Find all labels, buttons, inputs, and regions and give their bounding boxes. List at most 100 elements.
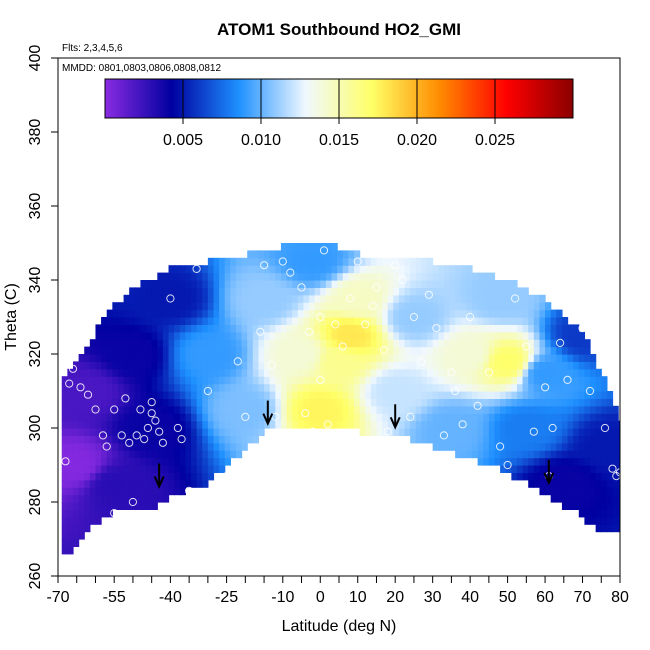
heatmap-cell: [460, 324, 467, 333]
heatmap-cell: [561, 376, 569, 385]
heatmap-cell: [443, 361, 451, 370]
heatmap-cell: [404, 368, 411, 377]
heatmap-cell: [67, 539, 74, 547]
heatmap-cell: [578, 435, 586, 444]
heatmap-cell: [286, 302, 293, 311]
heatmap-cell: [275, 265, 282, 274]
heatmap-cell: [224, 280, 231, 288]
heatmap-cell: [353, 272, 361, 281]
heatmap-cell: [101, 324, 108, 333]
heatmap-cell: [89, 479, 97, 488]
heatmap-cell: [415, 280, 423, 288]
heatmap-cell: [235, 442, 243, 451]
heatmap-cell: [146, 472, 153, 481]
heatmap-cell: [280, 280, 288, 288]
heatmap-cell: [162, 331, 170, 340]
heatmap-cell: [472, 376, 479, 385]
heatmap-cell: [151, 309, 158, 318]
heatmap-cell: [443, 368, 451, 377]
heatmap-cell: [578, 368, 586, 377]
heatmap-cell: [84, 383, 91, 392]
heatmap-cell: [393, 346, 400, 355]
heatmap-cell: [117, 479, 125, 488]
heatmap-cell: [500, 324, 507, 333]
heatmap-cell: [219, 294, 226, 303]
heatmap-cell: [106, 479, 113, 488]
heatmap-cell: [258, 339, 265, 348]
heatmap-cell: [168, 450, 175, 459]
heatmap-cell: [84, 361, 91, 370]
heatmap-cell: [219, 346, 226, 355]
x-tick-label: 60: [536, 589, 554, 606]
heatmap-cell: [196, 472, 203, 481]
heatmap-cell: [213, 339, 220, 348]
heatmap-cell: [286, 280, 293, 288]
heatmap-cell: [494, 398, 501, 407]
heatmap-cell: [516, 302, 524, 311]
heatmap-cell: [550, 339, 557, 348]
heatmap-cell: [342, 331, 349, 340]
heatmap-cell: [314, 405, 321, 414]
observation-point: [173, 423, 182, 433]
heatmap-cell: [365, 324, 372, 333]
heatmap-cell: [556, 324, 563, 333]
observation-point: [473, 401, 482, 410]
heatmap-cell: [528, 457, 535, 466]
heatmap-cell: [494, 420, 501, 429]
heatmap-cell: [61, 383, 68, 392]
heatmap-cell: [280, 243, 288, 251]
heatmap-cell: [443, 354, 451, 362]
heatmap-cell: [258, 420, 265, 429]
heatmap-cell: [488, 361, 496, 370]
heatmap-cell: [140, 346, 147, 355]
heatmap-cell: [472, 302, 479, 311]
heatmap-cell: [134, 354, 142, 362]
heatmap-cell: [590, 420, 597, 429]
heatmap-cell: [78, 368, 85, 377]
heatmap-cell: [449, 442, 456, 451]
heatmap-cell: [179, 405, 186, 414]
heatmap-cell: [573, 502, 580, 510]
heatmap-cell: [72, 368, 80, 377]
heatmap-cell: [539, 465, 546, 473]
heatmap-cell: [398, 376, 406, 385]
heatmap-cell: [488, 346, 496, 355]
heatmap-cell: [112, 398, 119, 407]
heatmap-cell: [280, 309, 288, 318]
heatmap-cell: [376, 391, 383, 399]
heatmap-cell: [522, 294, 529, 303]
heatmap-cell: [511, 309, 518, 318]
heatmap-cell: [247, 398, 254, 407]
heatmap-cell: [174, 391, 181, 399]
heatmap-cell: [612, 457, 619, 466]
heatmap-cell: [303, 317, 310, 325]
heatmap-cell: [561, 317, 569, 325]
heatmap-cell: [556, 472, 563, 481]
heatmap-cell: [140, 383, 147, 392]
heatmap-cell: [595, 472, 602, 481]
heatmap-cell: [168, 272, 175, 281]
heatmap-cell: [331, 272, 338, 281]
heatmap-cell: [404, 339, 411, 348]
y-axis-label: Theta (C): [3, 283, 20, 351]
x-axis-label: Latitude (deg N): [282, 618, 397, 635]
heatmap-cell: [539, 420, 546, 429]
heatmap-cell: [382, 428, 389, 436]
heatmap-cell: [398, 302, 406, 311]
heatmap-cell: [235, 287, 243, 296]
heatmap-cell: [427, 309, 434, 318]
heatmap-cell: [590, 494, 597, 503]
heatmap-cell: [89, 354, 97, 362]
heatmap-cell: [550, 376, 557, 385]
heatmap-cell: [483, 346, 490, 355]
heatmap-cell: [427, 280, 434, 288]
heatmap-cell: [241, 294, 248, 303]
heatmap-cell: [404, 354, 411, 362]
heatmap-cell: [387, 265, 394, 274]
heatmap-cell: [528, 376, 535, 385]
heatmap-cell: [528, 442, 535, 451]
heatmap-cell: [438, 442, 445, 451]
heatmap-cell: [151, 502, 158, 510]
heatmap-cell: [219, 413, 226, 422]
heatmap-cell: [112, 339, 119, 348]
